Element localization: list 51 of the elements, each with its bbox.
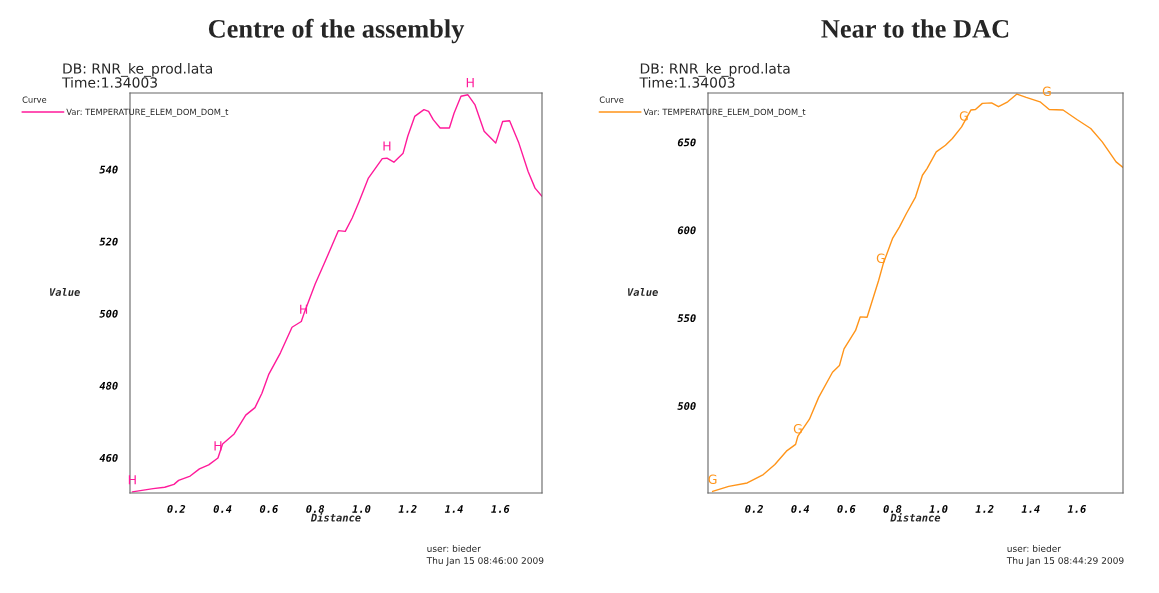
text: user: bieder: [427, 545, 481, 552]
annotation: G: [959, 111, 968, 121]
x-tick-label: 1.4: [1021, 505, 1040, 513]
x-tick-label: 1.2: [398, 504, 417, 513]
annotation: H: [214, 441, 222, 451]
x-tick-label: 1.0: [929, 504, 948, 513]
text: Time:1.34003: [639, 77, 735, 88]
y-tick-label: 520: [99, 237, 118, 246]
x-tick-label: 1.6: [491, 505, 510, 513]
x-tick-label: 0.8: [883, 504, 902, 513]
annotation: G: [708, 474, 717, 484]
y-tick-label: 540: [99, 165, 118, 174]
x-tick-label: 1.2: [975, 504, 994, 513]
x-tick-label: 0.2: [745, 504, 764, 513]
y-axis-title: Value: [628, 287, 658, 297]
annotation: G: [793, 424, 802, 434]
x-tick-label: 0.4: [213, 504, 232, 513]
text: DB: RNR_ke_prod.lata: [63, 63, 213, 77]
x-tick-label: 0.6: [259, 504, 278, 513]
legend-title: Curve: [22, 96, 47, 103]
y-tick-label: 600: [677, 226, 696, 235]
legend-title: Curve: [599, 96, 624, 103]
y-tick-label: 550: [677, 314, 696, 323]
x-tick-label: 1.4: [444, 505, 463, 513]
chart-title: Near to the DAC: [821, 19, 1009, 38]
text: Thu Jan 15 08:44:29 2009: [1006, 557, 1124, 566]
text: Time:1.34003: [61, 77, 157, 88]
text: user: bieder: [1007, 545, 1062, 552]
annotation: H: [128, 475, 136, 485]
x-tick-label: 1.6: [1067, 505, 1086, 513]
annotation: G: [1042, 86, 1051, 97]
x-tick-label: 0.6: [837, 504, 856, 513]
y-tick-label: 480: [99, 381, 118, 390]
text: Var: TEMPERATURE_ELEM_DOM_DOM_t: [643, 108, 806, 117]
x-tick-label: 0.2: [167, 504, 186, 513]
chart-title: Centre of the assembly: [208, 18, 465, 44]
y-tick-label: 500: [99, 309, 118, 318]
y-tick-label: 500: [677, 402, 696, 410]
text: Var: TEMPERATURE_ELEM_DOM_DOM_t: [66, 108, 229, 117]
x-tick-label: 0.4: [791, 504, 810, 513]
x-tick-label: 1.0: [352, 504, 371, 513]
text: Thu Jan 15 08:46:00 2009: [426, 557, 544, 566]
y-tick-label: 650: [677, 138, 696, 147]
x-axis-title: Distance: [890, 512, 941, 522]
annotation: H: [466, 78, 474, 88]
y-tick-label: 460: [99, 453, 118, 462]
x-axis-title: Distance: [310, 512, 361, 522]
y-axis-title: Value: [50, 287, 80, 297]
x-tick-label: 0.8: [306, 504, 325, 513]
text: DB: RNR_ke_prod.lata: [640, 63, 790, 77]
annotation: H: [383, 141, 391, 151]
